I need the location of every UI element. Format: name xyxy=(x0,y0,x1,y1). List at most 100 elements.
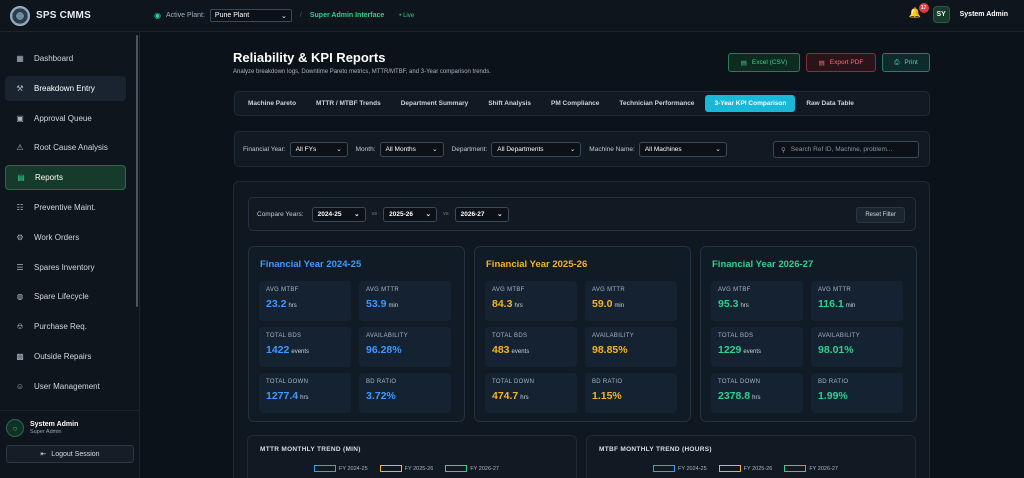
tab-3-year-kpi-comparison[interactable]: 3-Year KPI Comparison xyxy=(705,95,796,112)
metric-unit: hrs xyxy=(740,303,749,309)
tab-department-summary[interactable]: Department Summary xyxy=(400,100,469,107)
brand[interactable]: SPS CMMS xyxy=(0,0,140,32)
legend-label: FY 2025-26 xyxy=(404,465,434,472)
sidebar-item-label: Spare Lifecycle xyxy=(34,292,89,302)
legend-item[interactable]: FY 2024-25 xyxy=(653,465,707,472)
legend-item[interactable]: FY 2026-27 xyxy=(784,465,838,472)
tab-machine-pareto[interactable]: Machine Pareto xyxy=(248,100,297,107)
department-filter-value: All Departments xyxy=(497,145,544,153)
sidebar-item-label: Spares Inventory xyxy=(34,262,95,272)
clipboard-icon: ▣ xyxy=(16,113,24,123)
metric-total-bds: TOTAL BDS 483 events xyxy=(485,327,577,367)
year1-select[interactable]: 2024-25 ⌄ xyxy=(311,206,366,222)
interface-label: Super Admin Interface xyxy=(309,12,385,19)
tab-technician-performance[interactable]: Technician Performance xyxy=(619,100,695,107)
metric-value: 84.3 xyxy=(492,298,513,310)
legend-label: FY 2026-27 xyxy=(470,465,499,472)
notification-badge: 17 xyxy=(918,2,929,13)
sidebar-item-root-cause-analysis[interactable]: ⚠ Root Cause Analysis xyxy=(5,135,126,160)
sidebar-item-work-orders[interactable]: ⚙ Work Orders xyxy=(5,225,126,250)
excel-label: Excel (CSV) xyxy=(751,59,788,66)
sidebar-item-approval-queue[interactable]: ▣ Approval Queue xyxy=(5,106,126,131)
metric-unit: hrs xyxy=(514,303,523,309)
export-pdf-button[interactable]: ▤ Export PDF xyxy=(806,53,876,72)
page-subtitle: Analyze breakdown logs, Downtime Pareto … xyxy=(233,69,491,75)
sidebar-item-spare-lifecycle[interactable]: ◍ Spare Lifecycle xyxy=(5,284,126,309)
tab-raw-data-table[interactable]: Raw Data Table xyxy=(806,100,854,107)
department-filter-select[interactable]: All Departments ⌄ xyxy=(491,141,582,157)
excel-button[interactable]: ▤ Excel (CSV) xyxy=(728,53,800,72)
legend-item[interactable]: FY 2025-26 xyxy=(718,465,772,472)
notification-button[interactable]: 🔔 17 xyxy=(909,2,929,22)
sidebar-item-dashboard[interactable]: ▦ Dashboard xyxy=(5,46,126,71)
sidebar-user-role: Super Admin xyxy=(30,429,62,435)
machine-filter-value: All Machines xyxy=(644,145,682,153)
print-button[interactable]: ⎙ Print xyxy=(882,53,930,72)
metric-label: AVG MTTR xyxy=(818,287,851,293)
sidebar-item-preventive-maint[interactable]: ☷ Preventive Maint. xyxy=(5,195,126,220)
year2-select[interactable]: 2025-26 ⌄ xyxy=(383,206,438,222)
sidebar-item-label: Work Orders xyxy=(34,232,80,242)
tab-mttr-mtbf-trends[interactable]: MTTR / MTBF Trends xyxy=(316,100,381,107)
metric-value: 2378.8 xyxy=(718,390,751,402)
sidebar-item-user-management[interactable]: ☺ User Management xyxy=(5,374,126,399)
sidebar-scrollbar[interactable] xyxy=(136,35,138,307)
year3-select[interactable]: 2026-27 ⌄ xyxy=(454,206,509,222)
search-placeholder: Search Ref ID, Machine, problem... xyxy=(790,146,893,153)
month-filter-label: Month: xyxy=(355,145,376,153)
print-label: Print xyxy=(904,59,918,66)
metric-value-group: 474.7 hrs xyxy=(492,390,529,402)
user-name[interactable]: System Admin xyxy=(959,11,1008,18)
year2-value: 2025-26 xyxy=(389,210,413,218)
cart-icon: ⎊ xyxy=(16,321,24,331)
avatar[interactable]: SY xyxy=(932,6,950,23)
metric-value-group: 116.1 min xyxy=(818,298,855,310)
metric-unit: hrs xyxy=(520,395,529,401)
fy-filter-value: All FYs xyxy=(295,145,317,153)
reset-filter-button[interactable]: Reset Filter xyxy=(856,207,905,223)
user-icon: ☺ xyxy=(15,381,25,391)
machine-filter-select[interactable]: All Machines ⌄ xyxy=(638,141,727,157)
metric-value-group: 98.85% xyxy=(592,344,628,356)
fy-card-title: Financial Year 2026-27 xyxy=(712,259,814,270)
sidebar-item-label: Root Cause Analysis xyxy=(34,143,108,153)
plant-label: Active Plant: xyxy=(165,12,205,19)
main-content: Reliability & KPI Reports Analyze breakd… xyxy=(140,32,1024,478)
metric-label: TOTAL DOWN xyxy=(718,379,761,385)
metric-availability: AVAILABILITY 96.28% xyxy=(359,327,451,367)
search-icon: ⚲ xyxy=(781,146,786,154)
sidebar-item-breakdown-entry[interactable]: ⚒ Breakdown Entry xyxy=(5,75,126,101)
metric-value: 53.9 xyxy=(366,298,387,310)
metric-label: AVG MTBF xyxy=(266,287,299,293)
mtbf-trend-title: MTBF MONTHLY TREND (HOURS) xyxy=(599,446,712,453)
metric-value-group: 1422 events xyxy=(266,344,309,356)
sidebar-item-label: User Management xyxy=(34,381,100,391)
legend-item[interactable]: FY 2024-25 xyxy=(314,465,368,472)
month-filter-select[interactable]: All Months ⌄ xyxy=(379,141,444,157)
metric-label: AVAILABILITY xyxy=(366,333,409,339)
legend-item[interactable]: FY 2025-26 xyxy=(379,465,434,472)
map-pin-icon: ◉ xyxy=(154,11,161,20)
metric-label: BD RATIO xyxy=(366,379,397,385)
tab-shift-analysis[interactable]: Shift Analysis xyxy=(488,100,531,107)
tab-pm-compliance[interactable]: PM Compliance xyxy=(551,100,600,107)
logout-button[interactable]: ⇤ Logout Session xyxy=(6,445,134,463)
metric-value: 1277.4 xyxy=(266,390,299,402)
fy-filter-select[interactable]: All FYs ⌄ xyxy=(289,141,348,157)
chevron-down-icon: ⌄ xyxy=(336,146,342,153)
sidebar-item-reports[interactable]: ▤ Reports xyxy=(5,165,126,191)
sidebar-item-spares-inventory[interactable]: ☰ Spares Inventory xyxy=(5,255,126,280)
metric-value-group: 84.3 hrs xyxy=(492,298,523,310)
search-input[interactable]: ⚲ Search Ref ID, Machine, problem... xyxy=(773,141,919,158)
metric-total-down: TOTAL DOWN 474.7 hrs xyxy=(485,373,577,413)
legend-swatch xyxy=(379,465,402,472)
mtbf-legend: FY 2024-25 FY 2025-26 FY 2026-27 xyxy=(653,465,838,472)
metric-value-group: 1.15% xyxy=(592,390,622,402)
metric-unit: min xyxy=(388,303,399,309)
plant-select[interactable]: Pune Plant ⌄ xyxy=(209,9,292,22)
sidebar-item-outside-repairs[interactable]: ▩ Outside Repairs xyxy=(5,344,126,369)
sidebar: ▦ Dashboard ⚒ Breakdown Entry ▣ Approval… xyxy=(0,32,140,478)
legend-item[interactable]: FY 2026-27 xyxy=(445,465,499,472)
sidebar-item-purchase-req[interactable]: ⎊ Purchase Req. xyxy=(5,314,126,339)
metric-label: TOTAL DOWN xyxy=(266,379,309,385)
